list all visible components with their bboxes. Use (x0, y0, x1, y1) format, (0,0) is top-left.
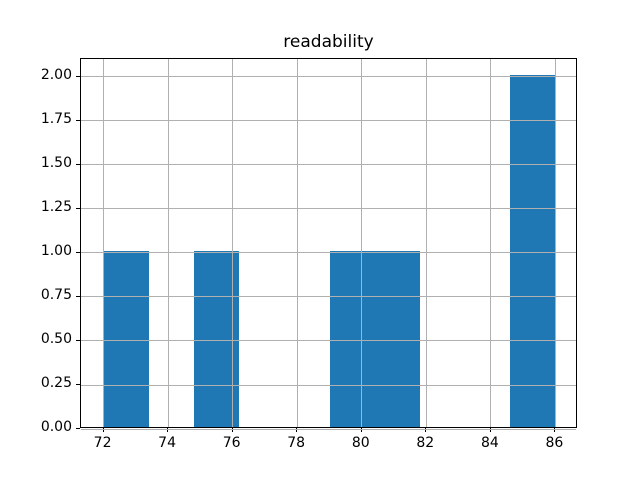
x-tick-label: 84 (480, 435, 499, 451)
x-tick (167, 428, 169, 432)
y-tick (76, 384, 80, 385)
y-tick-label: 0.00 (40, 419, 72, 435)
plot-area (80, 58, 577, 430)
x-tick (296, 428, 298, 432)
x-tick (231, 428, 233, 432)
x-gridline (167, 59, 169, 427)
y-gridline (81, 428, 576, 430)
y-tick-label: 1.00 (40, 242, 72, 259)
x-gridline (361, 59, 363, 427)
histogram-bar (194, 250, 240, 427)
x-tick-label: 78 (287, 435, 306, 451)
histogram-bar (329, 250, 420, 427)
x-tick-label: 74 (158, 435, 176, 451)
y-tick-label: 0.50 (40, 330, 72, 347)
x-gridline (103, 59, 105, 427)
x-tick-label: 72 (93, 435, 112, 451)
y-tick (76, 119, 80, 121)
x-tick (360, 428, 362, 432)
chart-title: readability (283, 32, 374, 52)
y-tick-label: 0.25 (40, 375, 72, 391)
y-tick (76, 75, 80, 77)
y-tick-label: 1.75 (40, 110, 72, 127)
y-tick-label: 2.00 (40, 66, 72, 83)
histogram-bar (103, 250, 149, 427)
x-gridline (425, 59, 427, 427)
histogram-bar (510, 74, 556, 427)
y-tick-label: 1.25 (40, 198, 72, 215)
x-tick-label: 76 (222, 435, 241, 451)
y-gridline (81, 76, 576, 78)
y-tick (76, 163, 80, 165)
y-tick (76, 428, 80, 429)
x-gridline (296, 59, 298, 427)
x-tick (102, 428, 104, 432)
y-tick (76, 295, 80, 297)
x-tick (489, 428, 491, 432)
y-gridline (81, 252, 576, 254)
y-gridline (81, 296, 576, 298)
y-tick (76, 339, 80, 341)
y-tick-label: 1.50 (40, 154, 72, 171)
x-gridline (554, 59, 556, 427)
y-gridline (81, 340, 576, 342)
x-tick (425, 428, 427, 432)
y-tick (76, 251, 80, 253)
y-gridline (81, 120, 576, 122)
x-tick-label: 82 (416, 435, 435, 451)
y-tick (76, 207, 80, 209)
x-tick (554, 428, 556, 432)
x-gridline (490, 59, 492, 427)
x-tick-label: 86 (545, 435, 564, 451)
y-gridline (81, 384, 576, 386)
x-tick-label: 80 (351, 435, 370, 451)
y-gridline (81, 208, 576, 210)
y-gridline (81, 164, 576, 166)
x-gridline (232, 59, 234, 427)
y-tick-label: 0.75 (40, 286, 72, 303)
